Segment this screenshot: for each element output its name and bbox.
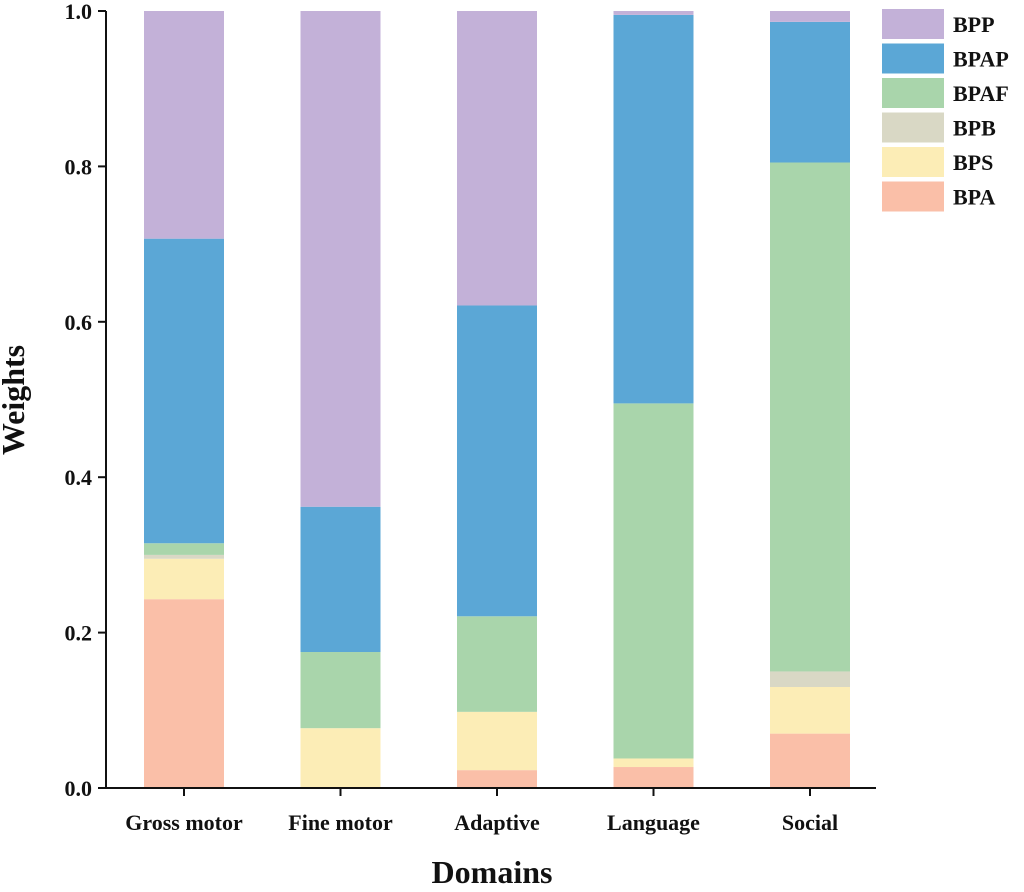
bar-segment-bps-2	[457, 711, 537, 771]
legend-swatch-bpap	[882, 43, 944, 74]
bar-segment-bpp-2	[457, 11, 537, 306]
x-tick-label: Adaptive	[454, 810, 540, 835]
bar-segment-bpp-0	[144, 11, 224, 239]
y-tick-label: 0.2	[65, 621, 93, 646]
axes-group	[105, 11, 876, 789]
bar-segment-bpap-3	[613, 14, 694, 404]
bar-segment-bpaf-1	[300, 652, 381, 729]
y-tick-label: 1.0	[65, 0, 93, 24]
bar-segment-bpap-2	[457, 305, 537, 617]
bar-segment-bpa-2	[457, 770, 537, 788]
bar-segment-bpaf-3	[613, 403, 694, 759]
bar-segment-bps-0	[144, 558, 224, 600]
bars-group	[144, 11, 850, 788]
bar-segment-bpap-4	[770, 21, 850, 163]
x-tick-label: Social	[782, 810, 838, 835]
x-axis-title: Domains	[432, 854, 553, 890]
bar-segment-bps-4	[770, 686, 850, 734]
bar-segment-bpap-1	[300, 506, 381, 653]
bar-segment-bpa-4	[770, 733, 850, 788]
y-tick-label: 0.6	[65, 310, 93, 335]
bar-segment-bpp-3	[613, 11, 694, 15]
legend-swatch-bpb	[882, 112, 944, 143]
y-tick-label: 0.8	[65, 154, 93, 179]
y-axis-title: Weights	[0, 345, 31, 455]
bar-segment-bpaf-2	[457, 616, 537, 712]
bar-segment-bpp-4	[770, 11, 850, 22]
bar-segment-bpaf-4	[770, 162, 850, 672]
legend-swatch-bpa	[882, 181, 944, 212]
legend-label-bpaf: BPAF	[953, 81, 1009, 106]
bar-segment-bpb-0	[144, 554, 224, 559]
legend-label-bpap: BPAP	[953, 47, 1009, 72]
x-tick-label: Language	[607, 810, 700, 835]
bar-segment-bpaf-0	[144, 543, 224, 555]
x-tick-label: Gross motor	[125, 810, 243, 835]
y-ticks: 0.0 0.2 0.4 0.6 0.8 1.0	[65, 0, 106, 801]
y-tick-label: 0.0	[65, 776, 93, 801]
legend-swatch-bps	[882, 147, 944, 177]
bar-segment-bps-1	[300, 728, 381, 788]
legend: BPP BPAP BPAF BPB BPS BPA	[882, 9, 1009, 212]
legend-label-bpa: BPA	[953, 185, 995, 210]
bar-segment-bps-3	[613, 758, 694, 768]
bar-segment-bpb-4	[770, 671, 850, 687]
legend-label-bpp: BPP	[953, 12, 995, 37]
bar-segment-bpp-1	[300, 11, 381, 507]
x-ticks: Gross motor Fine motor Adaptive Language Soc…	[125, 788, 838, 835]
legend-label-bpb: BPB	[953, 116, 996, 141]
bar-segment-bpa-0	[144, 599, 224, 788]
bar-segment-bpap-0	[144, 238, 224, 544]
bar-segment-bpa-3	[613, 767, 694, 788]
x-tick-label: Fine motor	[288, 810, 393, 835]
y-tick-label: 0.4	[65, 465, 93, 490]
legend-swatch-bpp	[882, 9, 944, 39]
legend-swatch-bpaf	[882, 78, 944, 108]
legend-label-bps: BPS	[953, 150, 993, 175]
